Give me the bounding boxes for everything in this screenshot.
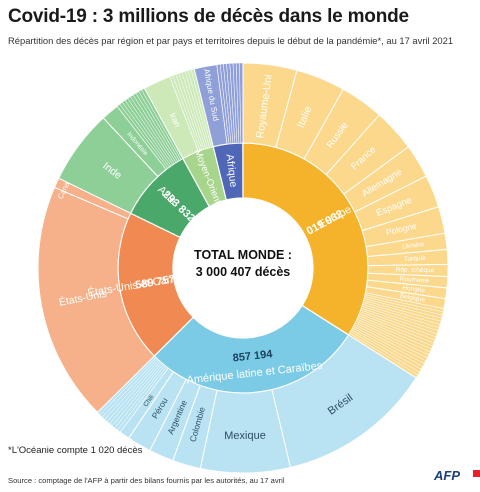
country-label-belgique: Belgique bbox=[399, 293, 426, 304]
region-label-africa: Afrique bbox=[223, 153, 239, 188]
country-label-turquie: Turquie bbox=[404, 255, 427, 263]
oceania-note: *L'Océanie compte 1 020 décès bbox=[8, 445, 143, 456]
country-label-rep-tcheque: Rép. tchèque bbox=[396, 267, 435, 274]
total-value: 3 000 407 décès bbox=[196, 265, 291, 279]
afp-logo: AFP bbox=[434, 468, 460, 483]
country-label-ukraine: Ukraine bbox=[402, 241, 426, 251]
afp-logo-mark-icon bbox=[473, 470, 480, 477]
total-label: TOTAL MONDE : bbox=[194, 248, 292, 262]
center-circle bbox=[174, 199, 312, 337]
country-label-mexique: Mexique bbox=[224, 430, 266, 442]
source-text: Source : comptage de l'AFP à partir des … bbox=[8, 476, 285, 485]
chart-subtitle: Répartition des décès par région et par … bbox=[8, 35, 454, 46]
region-value-latam: 857 194 bbox=[232, 348, 274, 364]
chart-title: Covid-19 : 3 millions de décès dans le m… bbox=[8, 6, 409, 27]
country-segment-etats-unis bbox=[37, 186, 155, 414]
small-countries-segment bbox=[239, 62, 244, 144]
country-label-roumanie: Roumanie bbox=[400, 276, 430, 285]
country-label-hongrie: Hongrie bbox=[402, 285, 426, 295]
